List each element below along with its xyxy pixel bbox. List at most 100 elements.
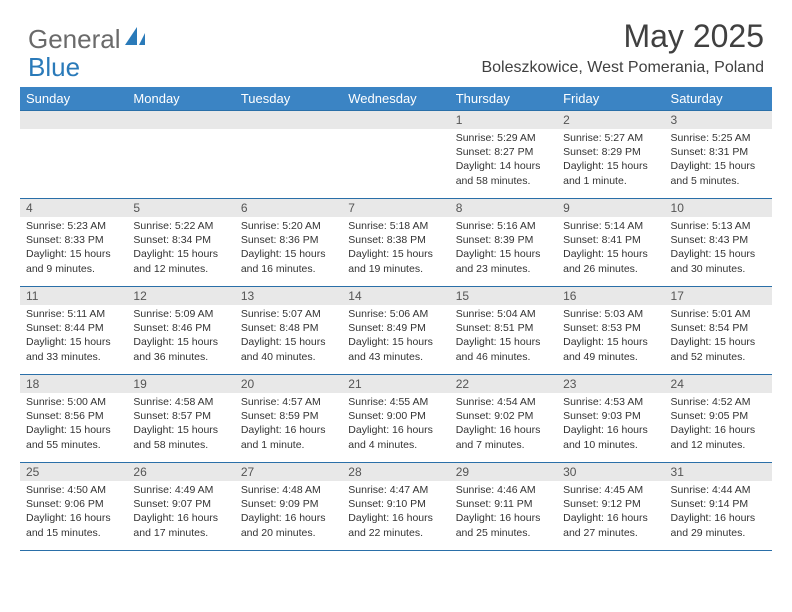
logo-text-general: General bbox=[28, 24, 121, 55]
day-number: 9 bbox=[557, 199, 664, 217]
day-number: 2 bbox=[557, 111, 664, 129]
day-number: 21 bbox=[342, 375, 449, 393]
weekday-header: Monday bbox=[127, 87, 234, 111]
day-content: Sunrise: 5:27 AMSunset: 8:29 PMDaylight:… bbox=[557, 129, 664, 192]
calendar-cell: 25Sunrise: 4:50 AMSunset: 9:06 PMDayligh… bbox=[20, 463, 127, 551]
weekday-header: Tuesday bbox=[235, 87, 342, 111]
calendar-cell: 14Sunrise: 5:06 AMSunset: 8:49 PMDayligh… bbox=[342, 287, 449, 375]
logo: General bbox=[28, 24, 151, 55]
day-number: 29 bbox=[450, 463, 557, 481]
day-content: Sunrise: 5:00 AMSunset: 8:56 PMDaylight:… bbox=[20, 393, 127, 456]
day-content: Sunrise: 4:58 AMSunset: 8:57 PMDaylight:… bbox=[127, 393, 234, 456]
day-number bbox=[127, 111, 234, 129]
day-content: Sunrise: 5:06 AMSunset: 8:49 PMDaylight:… bbox=[342, 305, 449, 368]
calendar-cell: 20Sunrise: 4:57 AMSunset: 8:59 PMDayligh… bbox=[235, 375, 342, 463]
calendar-cell: 24Sunrise: 4:52 AMSunset: 9:05 PMDayligh… bbox=[665, 375, 772, 463]
calendar-cell: 19Sunrise: 4:58 AMSunset: 8:57 PMDayligh… bbox=[127, 375, 234, 463]
calendar-cell: 17Sunrise: 5:01 AMSunset: 8:54 PMDayligh… bbox=[665, 287, 772, 375]
day-number: 20 bbox=[235, 375, 342, 393]
header: General May 2025 Boleszkowice, West Pome… bbox=[0, 0, 792, 81]
calendar-cell: 26Sunrise: 4:49 AMSunset: 9:07 PMDayligh… bbox=[127, 463, 234, 551]
weekday-header: Friday bbox=[557, 87, 664, 111]
calendar-cell: 28Sunrise: 4:47 AMSunset: 9:10 PMDayligh… bbox=[342, 463, 449, 551]
day-content: Sunrise: 5:03 AMSunset: 8:53 PMDaylight:… bbox=[557, 305, 664, 368]
calendar-cell: 6Sunrise: 5:20 AMSunset: 8:36 PMDaylight… bbox=[235, 199, 342, 287]
day-number: 11 bbox=[20, 287, 127, 305]
calendar-cell: 27Sunrise: 4:48 AMSunset: 9:09 PMDayligh… bbox=[235, 463, 342, 551]
calendar-cell: 13Sunrise: 5:07 AMSunset: 8:48 PMDayligh… bbox=[235, 287, 342, 375]
day-number: 18 bbox=[20, 375, 127, 393]
day-number: 17 bbox=[665, 287, 772, 305]
calendar-cell: 15Sunrise: 5:04 AMSunset: 8:51 PMDayligh… bbox=[450, 287, 557, 375]
day-number: 8 bbox=[450, 199, 557, 217]
day-number: 23 bbox=[557, 375, 664, 393]
calendar-cell: 3Sunrise: 5:25 AMSunset: 8:31 PMDaylight… bbox=[665, 111, 772, 199]
month-title: May 2025 bbox=[481, 18, 764, 55]
day-number: 16 bbox=[557, 287, 664, 305]
day-content: Sunrise: 5:01 AMSunset: 8:54 PMDaylight:… bbox=[665, 305, 772, 368]
day-number: 14 bbox=[342, 287, 449, 305]
day-number: 7 bbox=[342, 199, 449, 217]
day-content: Sunrise: 5:22 AMSunset: 8:34 PMDaylight:… bbox=[127, 217, 234, 280]
calendar-header-row: SundayMondayTuesdayWednesdayThursdayFrid… bbox=[20, 87, 772, 111]
day-content: Sunrise: 4:46 AMSunset: 9:11 PMDaylight:… bbox=[450, 481, 557, 544]
calendar-cell bbox=[342, 111, 449, 199]
calendar-cell: 31Sunrise: 4:44 AMSunset: 9:14 PMDayligh… bbox=[665, 463, 772, 551]
title-block: May 2025 Boleszkowice, West Pomerania, P… bbox=[481, 18, 764, 77]
day-number: 3 bbox=[665, 111, 772, 129]
day-content: Sunrise: 5:16 AMSunset: 8:39 PMDaylight:… bbox=[450, 217, 557, 280]
calendar-cell: 30Sunrise: 4:45 AMSunset: 9:12 PMDayligh… bbox=[557, 463, 664, 551]
day-number: 10 bbox=[665, 199, 772, 217]
day-content: Sunrise: 4:50 AMSunset: 9:06 PMDaylight:… bbox=[20, 481, 127, 544]
day-content: Sunrise: 4:55 AMSunset: 9:00 PMDaylight:… bbox=[342, 393, 449, 456]
calendar-cell: 4Sunrise: 5:23 AMSunset: 8:33 PMDaylight… bbox=[20, 199, 127, 287]
day-content: Sunrise: 5:11 AMSunset: 8:44 PMDaylight:… bbox=[20, 305, 127, 368]
day-content: Sunrise: 4:52 AMSunset: 9:05 PMDaylight:… bbox=[665, 393, 772, 456]
day-number: 6 bbox=[235, 199, 342, 217]
day-content: Sunrise: 4:45 AMSunset: 9:12 PMDaylight:… bbox=[557, 481, 664, 544]
day-content: Sunrise: 4:53 AMSunset: 9:03 PMDaylight:… bbox=[557, 393, 664, 456]
day-number bbox=[20, 111, 127, 129]
location-label: Boleszkowice, West Pomerania, Poland bbox=[481, 59, 764, 77]
calendar-cell: 18Sunrise: 5:00 AMSunset: 8:56 PMDayligh… bbox=[20, 375, 127, 463]
day-content: Sunrise: 5:25 AMSunset: 8:31 PMDaylight:… bbox=[665, 129, 772, 192]
logo-sail-icon bbox=[123, 25, 149, 54]
calendar-cell bbox=[235, 111, 342, 199]
day-content: Sunrise: 4:54 AMSunset: 9:02 PMDaylight:… bbox=[450, 393, 557, 456]
day-number: 30 bbox=[557, 463, 664, 481]
day-content: Sunrise: 5:20 AMSunset: 8:36 PMDaylight:… bbox=[235, 217, 342, 280]
day-number: 31 bbox=[665, 463, 772, 481]
calendar-cell: 29Sunrise: 4:46 AMSunset: 9:11 PMDayligh… bbox=[450, 463, 557, 551]
calendar-cell: 9Sunrise: 5:14 AMSunset: 8:41 PMDaylight… bbox=[557, 199, 664, 287]
calendar-cell: 23Sunrise: 4:53 AMSunset: 9:03 PMDayligh… bbox=[557, 375, 664, 463]
calendar-cell: 8Sunrise: 5:16 AMSunset: 8:39 PMDaylight… bbox=[450, 199, 557, 287]
weekday-header: Sunday bbox=[20, 87, 127, 111]
day-number: 22 bbox=[450, 375, 557, 393]
day-content: Sunrise: 4:47 AMSunset: 9:10 PMDaylight:… bbox=[342, 481, 449, 544]
day-number: 1 bbox=[450, 111, 557, 129]
day-content: Sunrise: 5:18 AMSunset: 8:38 PMDaylight:… bbox=[342, 217, 449, 280]
calendar-table: SundayMondayTuesdayWednesdayThursdayFrid… bbox=[20, 87, 772, 551]
day-number: 4 bbox=[20, 199, 127, 217]
day-content: Sunrise: 5:07 AMSunset: 8:48 PMDaylight:… bbox=[235, 305, 342, 368]
calendar-body: 1Sunrise: 5:29 AMSunset: 8:27 PMDaylight… bbox=[20, 111, 772, 551]
day-number: 26 bbox=[127, 463, 234, 481]
calendar-cell: 10Sunrise: 5:13 AMSunset: 8:43 PMDayligh… bbox=[665, 199, 772, 287]
calendar-cell: 22Sunrise: 4:54 AMSunset: 9:02 PMDayligh… bbox=[450, 375, 557, 463]
calendar-cell: 5Sunrise: 5:22 AMSunset: 8:34 PMDaylight… bbox=[127, 199, 234, 287]
calendar-cell: 2Sunrise: 5:27 AMSunset: 8:29 PMDaylight… bbox=[557, 111, 664, 199]
day-number: 12 bbox=[127, 287, 234, 305]
calendar-cell: 21Sunrise: 4:55 AMSunset: 9:00 PMDayligh… bbox=[342, 375, 449, 463]
day-number: 27 bbox=[235, 463, 342, 481]
day-number: 24 bbox=[665, 375, 772, 393]
day-content: Sunrise: 4:48 AMSunset: 9:09 PMDaylight:… bbox=[235, 481, 342, 544]
day-content: Sunrise: 5:04 AMSunset: 8:51 PMDaylight:… bbox=[450, 305, 557, 368]
calendar-cell bbox=[127, 111, 234, 199]
day-content: Sunrise: 5:14 AMSunset: 8:41 PMDaylight:… bbox=[557, 217, 664, 280]
day-content: Sunrise: 5:29 AMSunset: 8:27 PMDaylight:… bbox=[450, 129, 557, 192]
day-number: 13 bbox=[235, 287, 342, 305]
day-number bbox=[235, 111, 342, 129]
day-content: Sunrise: 5:09 AMSunset: 8:46 PMDaylight:… bbox=[127, 305, 234, 368]
day-number: 28 bbox=[342, 463, 449, 481]
day-number: 25 bbox=[20, 463, 127, 481]
